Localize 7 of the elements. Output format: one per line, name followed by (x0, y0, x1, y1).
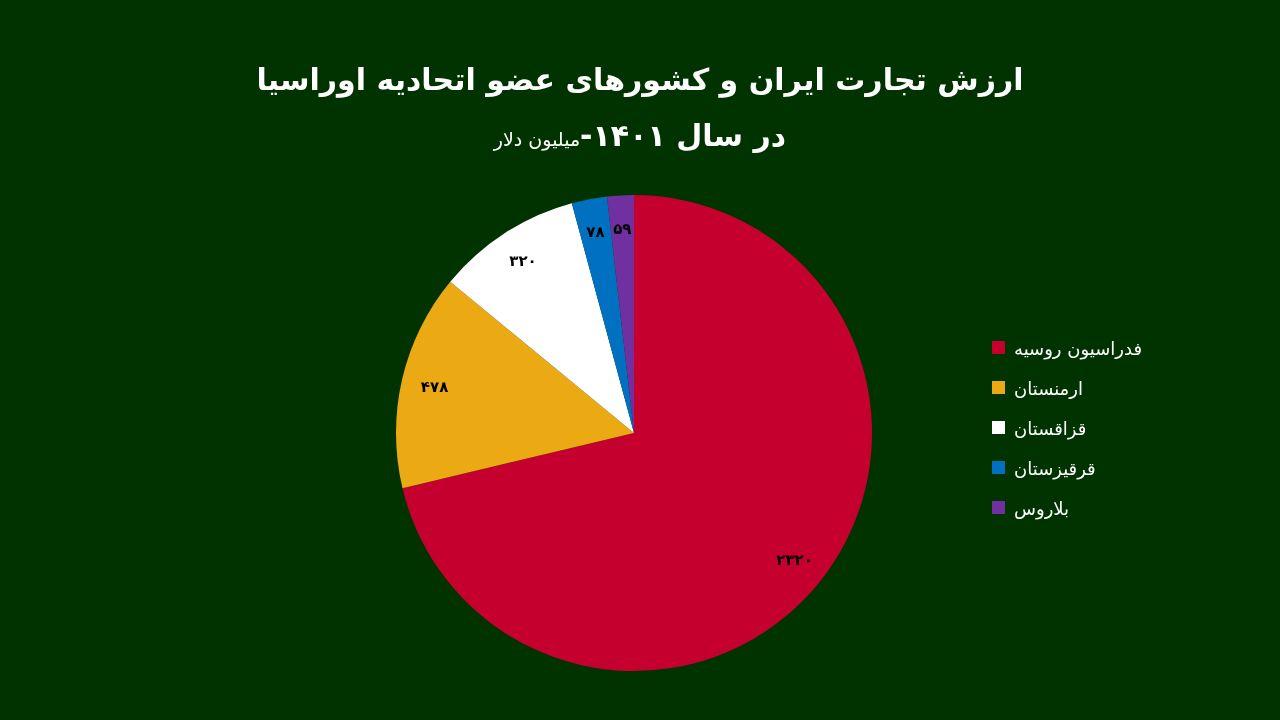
legend-label: ارمنستان (1014, 377, 1083, 399)
title: ارزش تجارت ایران و کشورهای عضو اتحادیه اوراسیا در سال ۱۴۰۱-میلیون دلار (255, 61, 1025, 155)
subtitle: میلیون دلار (493, 128, 581, 150)
legend-label: بلاروس (1014, 497, 1070, 520)
legend-label: فدراسیون روسیه (1014, 337, 1143, 360)
legend-label: قزاقستان (1014, 417, 1087, 440)
legend-label: قرقیزستان (1014, 457, 1096, 480)
